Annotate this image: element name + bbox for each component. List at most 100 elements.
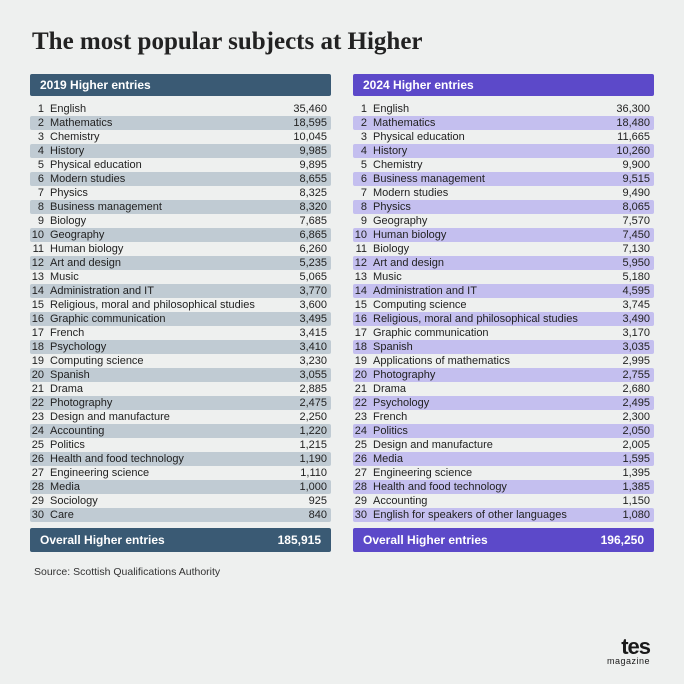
rank-cell: 12	[30, 258, 50, 269]
subject-cell: Sociology	[50, 496, 279, 507]
subject-cell: Accounting	[373, 496, 602, 507]
rank-cell: 13	[353, 272, 373, 283]
rank-cell: 28	[353, 482, 373, 493]
rank-cell: 15	[30, 300, 50, 311]
table-row: 30English for speakers of other language…	[353, 508, 654, 522]
table-row: 14Administration and IT3,770	[30, 284, 331, 298]
value-cell: 3,495	[279, 314, 327, 325]
value-cell: 5,065	[279, 272, 327, 283]
rank-cell: 19	[30, 356, 50, 367]
table-row: 12Art and design5,235	[30, 256, 331, 270]
ranking-table: 1English36,3002Mathematics18,4803Physica…	[353, 102, 654, 522]
rank-cell: 12	[353, 258, 373, 269]
year-header: 2019 Higher entries	[30, 74, 331, 96]
rank-cell: 13	[30, 272, 50, 283]
value-cell: 3,035	[602, 342, 650, 353]
value-cell: 1,215	[279, 440, 327, 451]
subject-cell: English	[50, 104, 279, 115]
value-cell: 6,865	[279, 230, 327, 241]
value-cell: 9,985	[279, 146, 327, 157]
subject-cell: Geography	[50, 230, 279, 241]
subject-cell: History	[50, 146, 279, 157]
value-cell: 2,475	[279, 398, 327, 409]
rank-cell: 21	[30, 384, 50, 395]
subject-cell: Chemistry	[50, 132, 279, 143]
table-row: 8Business management8,320	[30, 200, 331, 214]
rank-cell: 29	[353, 496, 373, 507]
rank-cell: 26	[353, 454, 373, 465]
subject-cell: Politics	[50, 440, 279, 451]
table-row: 23Design and manufacture2,250	[30, 410, 331, 424]
subject-cell: English for speakers of other languages	[373, 510, 602, 521]
table-row: 24Politics2,050	[353, 424, 654, 438]
page-title: The most popular subjects at Higher	[32, 28, 654, 56]
table-row: 26Health and food technology1,190	[30, 452, 331, 466]
value-cell: 2,250	[279, 412, 327, 423]
value-cell: 1,385	[602, 482, 650, 493]
table-row: 25Politics1,215	[30, 438, 331, 452]
subject-cell: Modern studies	[373, 188, 602, 199]
rank-cell: 3	[353, 132, 373, 143]
subject-cell: Applications of mathematics	[373, 356, 602, 367]
value-cell: 8,325	[279, 188, 327, 199]
table-row: 30Care840	[30, 508, 331, 522]
value-cell: 36,300	[602, 104, 650, 115]
rank-cell: 21	[353, 384, 373, 395]
table-row: 29Sociology925	[30, 494, 331, 508]
subject-cell: Physical education	[50, 160, 279, 171]
subject-cell: Graphic communication	[50, 314, 279, 325]
subject-cell: Spanish	[50, 370, 279, 381]
table-row: 5Chemistry9,900	[353, 158, 654, 172]
rank-cell: 26	[30, 454, 50, 465]
subject-cell: Administration and IT	[50, 286, 279, 297]
value-cell: 18,480	[602, 118, 650, 129]
subject-cell: Photography	[50, 398, 279, 409]
year-column: 2019 Higher entries 1English35,4602Mathem…	[30, 74, 331, 552]
table-row: 3Chemistry10,045	[30, 130, 331, 144]
subject-cell: Graphic communication	[373, 328, 602, 339]
value-cell: 1,000	[279, 482, 327, 493]
table-row: 14Administration and IT4,595	[353, 284, 654, 298]
rank-cell: 24	[353, 426, 373, 437]
value-cell: 2,005	[602, 440, 650, 451]
table-row: 2Mathematics18,595	[30, 116, 331, 130]
subject-cell: Biology	[373, 244, 602, 255]
subject-cell: Music	[373, 272, 602, 283]
value-cell: 35,460	[279, 104, 327, 115]
subject-cell: Human biology	[373, 230, 602, 241]
value-cell: 7,130	[602, 244, 650, 255]
value-cell: 2,995	[602, 356, 650, 367]
value-cell: 8,065	[602, 202, 650, 213]
subject-cell: Computing science	[373, 300, 602, 311]
subject-cell: Religious, moral and philosophical studi…	[373, 314, 602, 325]
value-cell: 1,595	[602, 454, 650, 465]
subject-cell: Psychology	[373, 398, 602, 409]
rank-cell: 5	[353, 160, 373, 171]
overall-footer: Overall Higher entries196,250	[353, 528, 654, 552]
rank-cell: 9	[353, 216, 373, 227]
subject-cell: Engineering science	[50, 468, 279, 479]
rank-cell: 20	[30, 370, 50, 381]
rank-cell: 8	[353, 202, 373, 213]
value-cell: 3,415	[279, 328, 327, 339]
subject-cell: English	[373, 104, 602, 115]
subject-cell: Business management	[373, 174, 602, 185]
subject-cell: Design and manufacture	[373, 440, 602, 451]
subject-cell: Art and design	[373, 258, 602, 269]
value-cell: 9,900	[602, 160, 650, 171]
subject-cell: Drama	[50, 384, 279, 395]
table-row: 19Applications of mathematics2,995	[353, 354, 654, 368]
value-cell: 3,770	[279, 286, 327, 297]
rank-cell: 5	[30, 160, 50, 171]
table-row: 20Spanish3,055	[30, 368, 331, 382]
table-row: 4History9,985	[30, 144, 331, 158]
value-cell: 2,680	[602, 384, 650, 395]
rank-cell: 1	[30, 104, 50, 115]
value-cell: 11,665	[602, 132, 650, 143]
subject-cell: Biology	[50, 216, 279, 227]
table-row: 28Health and food technology1,385	[353, 480, 654, 494]
table-row: 6Modern studies8,655	[30, 172, 331, 186]
subject-cell: Physics	[50, 188, 279, 199]
table-row: 16Religious, moral and philosophical stu…	[353, 312, 654, 326]
table-row: 2Mathematics18,480	[353, 116, 654, 130]
